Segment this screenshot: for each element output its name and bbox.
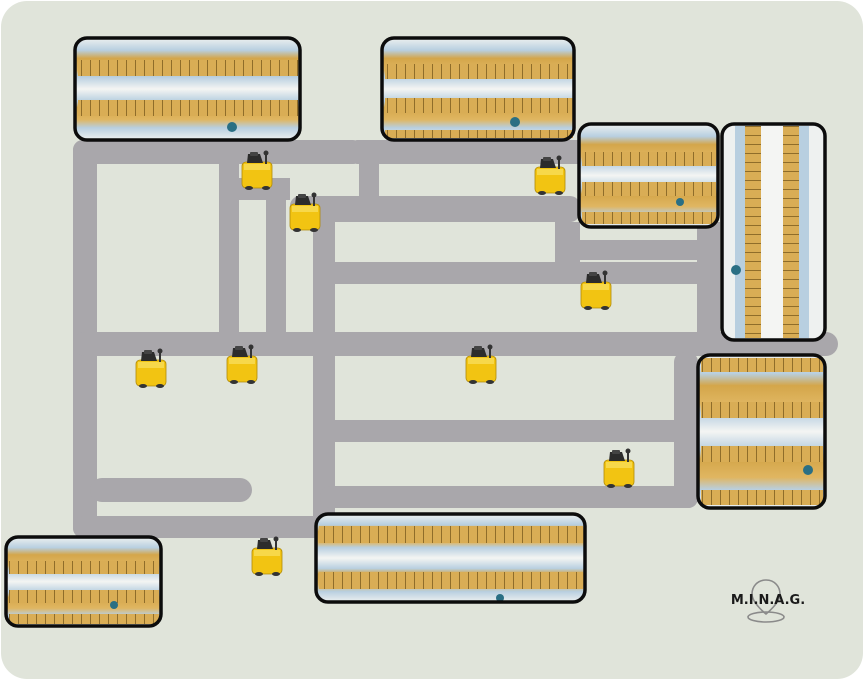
road-segment (674, 352, 698, 508)
road-segment (73, 516, 333, 538)
forklift-icon (603, 448, 635, 488)
worker-icon (803, 465, 813, 475)
forklift-icon (135, 348, 167, 388)
forklift-icon (241, 150, 273, 190)
road-segment (313, 200, 335, 536)
forklift-icon (580, 270, 612, 310)
worker-icon (731, 265, 741, 275)
company-logo: M.I.N.A.G. (731, 579, 805, 623)
road-segment (219, 160, 239, 345)
forklift-icon (251, 536, 283, 576)
road-segment (697, 222, 720, 342)
road-segment (320, 420, 700, 442)
road-segment (320, 486, 698, 508)
road-segment (290, 196, 580, 222)
map-pin-icon (747, 579, 785, 623)
forklift-icon (534, 155, 566, 195)
road-segment (266, 190, 286, 340)
forklift-icon (226, 344, 258, 384)
road-segment (355, 140, 580, 164)
road-segment (359, 140, 379, 200)
storage-panel-6 (314, 512, 587, 604)
logo-text: M.I.N.A.G. (731, 593, 805, 608)
storage-panel-3 (577, 122, 720, 229)
road-segment (73, 332, 838, 356)
worker-icon (110, 601, 118, 609)
storage-panel-1 (73, 36, 302, 142)
road-segment (560, 240, 720, 260)
forklift-group (135, 150, 635, 576)
worker-icon (510, 117, 520, 127)
road-segment (73, 140, 363, 164)
worker-icon (676, 198, 684, 206)
storage-panel-5 (696, 353, 827, 510)
forklift-icon (465, 344, 497, 384)
forklift-icon (289, 192, 321, 232)
worker-icon (227, 122, 237, 132)
road-network (73, 140, 838, 538)
worker-icon (496, 594, 504, 602)
storage-panel-7 (4, 535, 163, 628)
road-segment (90, 478, 252, 502)
storage-panel-4 (720, 122, 827, 342)
road-segment (320, 262, 720, 284)
storage-panel-2 (380, 36, 576, 142)
